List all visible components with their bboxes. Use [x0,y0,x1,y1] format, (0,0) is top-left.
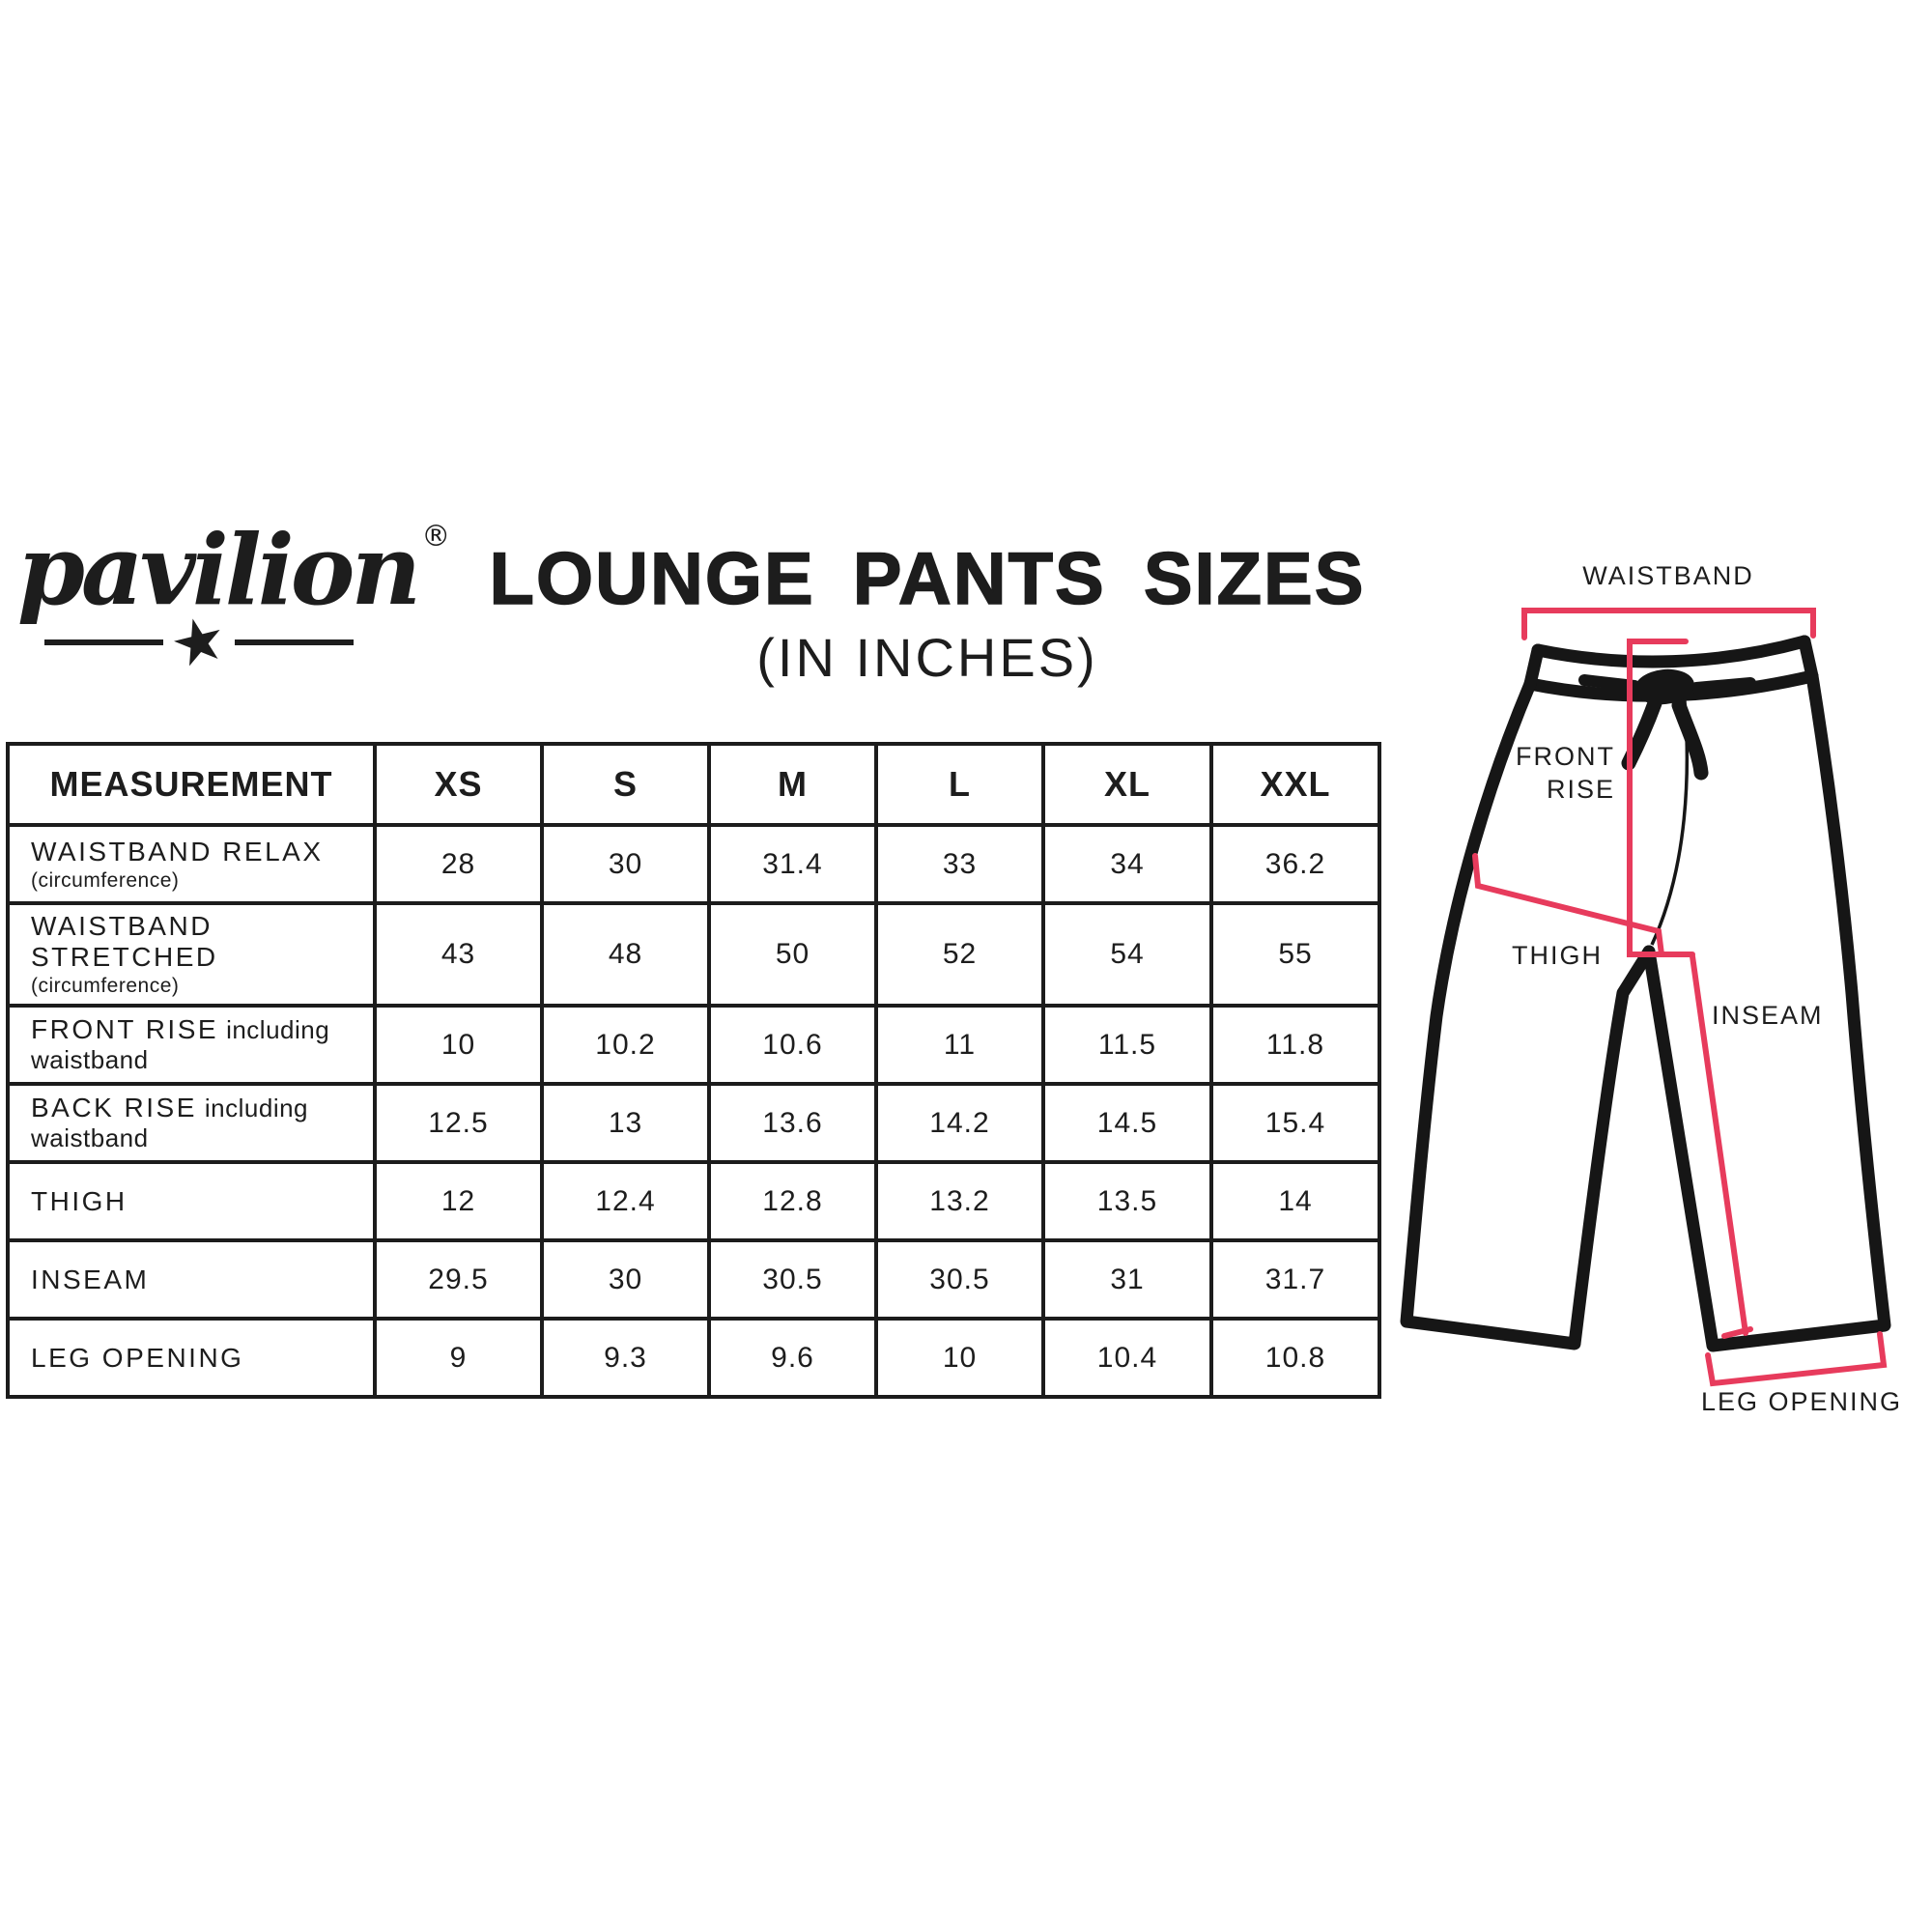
size-value: 12.5 [373,1082,544,1164]
size-value: 12.4 [540,1160,711,1242]
size-value: 55 [1209,901,1381,1008]
logo-star-divider: ★ [44,601,354,684]
size-value: 36.2 [1209,823,1381,905]
row-label-inseam: INSEAM [6,1238,377,1321]
table-row: THIGH 12 12.4 12.8 13.2 13.5 14 [6,1160,1381,1242]
table-row: BACK RISE including waistband 12.5 13 13.… [6,1082,1381,1164]
row-label-thigh: THIGH [6,1160,377,1242]
size-value: 10.2 [540,1004,711,1086]
size-value: 10.4 [1041,1317,1213,1399]
leg-opening-bracket [1705,1331,1888,1387]
size-value: 33 [874,823,1045,905]
size-value: 30 [540,1238,711,1321]
brand-logo: pavilion ® ★ [17,522,450,684]
table-row: WAISTBAND RELAX (circumference) 28 30 31… [6,823,1381,905]
size-value: 11 [874,1004,1045,1086]
brand-name: pavilion [17,513,421,627]
page-subtitle: (IN INCHES) [756,627,1098,688]
size-value: 48 [540,901,711,1008]
size-value: 15.4 [1209,1082,1381,1164]
size-value: 13.2 [874,1160,1045,1242]
size-value: 28 [373,823,544,905]
size-value: 10.8 [1209,1317,1381,1399]
size-value: 54 [1041,901,1213,1008]
size-value: 10 [874,1317,1045,1399]
inseam-label: INSEAM [1712,1001,1824,1030]
column-header-l: L [874,742,1045,827]
table-row: LEG OPENING 9 9.3 9.6 10 10.4 10.8 [6,1317,1381,1399]
size-value: 10.6 [707,1004,878,1086]
size-value: 30.5 [707,1238,878,1321]
row-label-front-rise: FRONT RISE including waistband [6,1004,377,1086]
size-value: 14.5 [1041,1082,1213,1164]
thigh-label: THIGH [1512,941,1603,970]
divider-line-right [234,639,354,645]
size-value: 52 [874,901,1045,1008]
size-value: 12 [373,1160,544,1242]
inseam-line [1690,953,1753,1339]
size-value: 34 [1041,823,1213,905]
size-value: 14 [1209,1160,1381,1242]
size-value: 13 [540,1082,711,1164]
title-block: LOUNGE PANTS SIZES (IN INCHES) [415,538,1439,689]
size-value: 29.5 [373,1238,544,1321]
size-value: 30 [540,823,711,905]
size-value: 12.8 [707,1160,878,1242]
size-value: 43 [373,901,544,1008]
size-value: 31 [1041,1238,1213,1321]
size-value: 13.6 [707,1082,878,1164]
page-title: LOUNGE PANTS SIZES [489,538,1366,620]
star-icon: ★ [163,601,235,684]
row-label-back-rise: BACK RISE including waistband [6,1082,377,1164]
table-row: INSEAM 29.5 30 30.5 30.5 31 31.7 [6,1238,1381,1321]
table-row: WAISTBAND STRETCHED (circumference) 43 4… [6,901,1381,1008]
column-header-m: M [707,742,878,827]
waistband-bracket [1521,608,1816,640]
size-value: 9 [373,1317,544,1399]
leg-opening-label: LEG OPENING [1701,1387,1902,1416]
size-value: 13.5 [1041,1160,1213,1242]
size-value: 9.3 [540,1317,711,1399]
pants-outline [1400,635,1891,1352]
column-header-s: S [540,742,711,827]
waistband-label: WAISTBAND [1582,561,1754,590]
column-header-xl: XL [1041,742,1213,827]
table-header-row: MEASUREMENT XS S M L XL XXL [6,742,1381,827]
size-value: 31.7 [1209,1238,1381,1321]
column-header-xxl: XXL [1209,742,1381,827]
drawstring-knot [1634,668,1694,705]
divider-line-left [44,639,164,645]
column-header-xs: XS [373,742,544,827]
column-header-measurement: MEASUREMENT [6,742,377,827]
size-value: 50 [707,901,878,1008]
front-rise-label-line2: RISE [1547,775,1615,804]
front-rise-label: FRONT [1516,742,1615,771]
size-value: 14.2 [874,1082,1045,1164]
row-label-leg-opening: LEG OPENING [6,1317,377,1399]
thigh-line [1472,853,1664,957]
pants-measurement-diagram: WAISTBAND FRONT RISE THIGH IN [1400,561,1902,1416]
size-value: 31.4 [707,823,878,905]
size-value: 11.5 [1041,1004,1213,1086]
size-value: 11.8 [1209,1004,1381,1086]
brand-wordmark: pavilion ® [17,522,450,618]
size-value: 30.5 [874,1238,1045,1321]
size-value: 9.6 [707,1317,878,1399]
size-value: 10 [373,1004,544,1086]
table-row: FRONT RISE including waistband 10 10.2 10… [6,1004,1381,1086]
row-label-waistband-relax: WAISTBAND RELAX (circumference) [6,823,377,905]
row-label-waistband-stretched: WAISTBAND STRETCHED (circumference) [6,901,377,1008]
size-table: MEASUREMENT XS S M L XL XXL WAISTBAND RE… [6,742,1381,1399]
registered-trademark-symbol: ® [421,520,451,554]
